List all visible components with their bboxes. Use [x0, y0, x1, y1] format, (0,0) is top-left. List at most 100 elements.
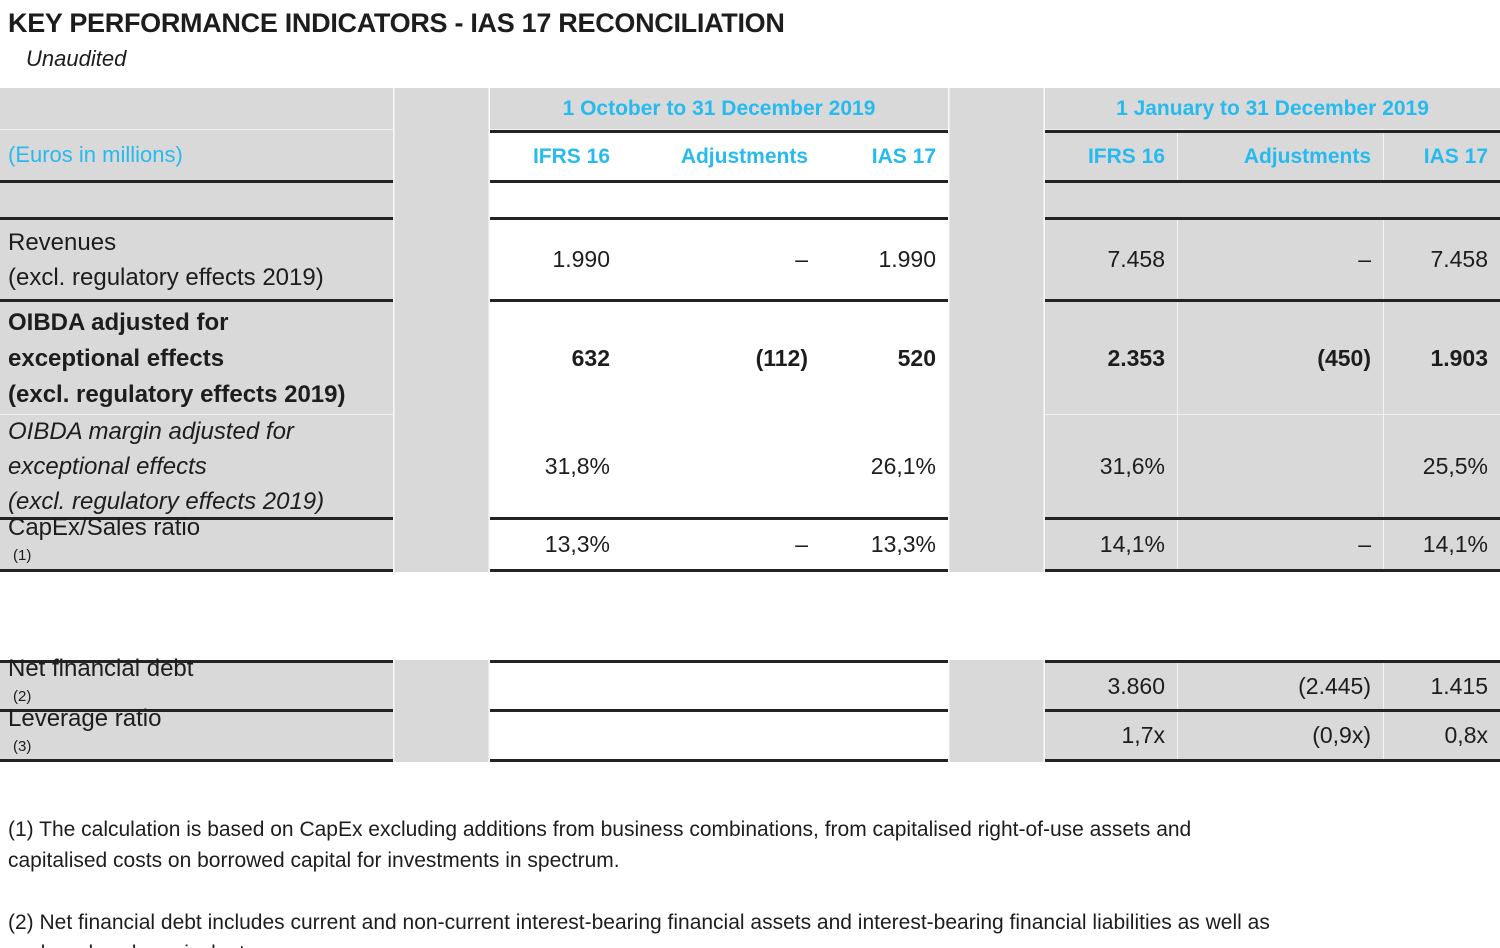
row-net-debt-q4	[490, 660, 948, 712]
col-header-ias17: IAS 17	[1383, 133, 1500, 180]
revenues-label-text: Revenues (excl. regulatory effects 2019)	[8, 228, 324, 291]
spacer-row	[948, 572, 1045, 660]
column-group-title-fy: 1 January to 31 December 2019	[1045, 88, 1500, 130]
cell-net-debt-fy-adjustments: (2.445)	[1177, 663, 1383, 709]
cell-oibda-q4-adjustments: (112)	[755, 345, 808, 371]
cell-net-debt-fy-ifrs16: 3.860	[1107, 672, 1165, 699]
row-leverage-q4	[490, 712, 948, 762]
cell-capex-q4-ifrs16: 13,3%	[544, 531, 610, 557]
row-label-net-financial-debt: Net financial debt (2)	[0, 655, 393, 712]
cell-leverage-fy-ias17: 0,8x	[1383, 712, 1500, 759]
gap-column	[948, 88, 1045, 130]
col-header-adjustments: Adjustments	[1177, 133, 1383, 180]
cell-revenues-q4-ias17: 1.990	[878, 246, 936, 272]
gap-column	[948, 520, 1045, 572]
cell-capex-fy-ias17: 14,1%	[1383, 520, 1500, 569]
gap-column	[948, 660, 1045, 712]
gap-column	[948, 302, 1045, 415]
row-leverage-fy: 1,7x (0,9x) 0,8x	[1045, 712, 1500, 762]
cell-leverage-q4-adjustments	[622, 712, 820, 759]
column-group-title-q4: 1 October to 31 December 2019	[490, 88, 948, 130]
cell-revenues-fy-adjustments: –	[1177, 220, 1383, 299]
subheader-fy: IFRS 16 Adjustments IAS 17	[1045, 130, 1500, 183]
footnote-1: (1) The calculation is based on CapEx ex…	[8, 818, 1192, 872]
page-subtitle: Unaudited	[26, 46, 127, 71]
leverage-label: Leverage ratio	[8, 704, 162, 732]
footnote-2: (2) Net financial debt includes current …	[8, 911, 1270, 948]
cell-net-debt-fy-ias17: 1.415	[1383, 663, 1500, 709]
cell-oibda-fy-adjustments: (450)	[1177, 302, 1383, 415]
gap-column	[393, 183, 490, 220]
gap-column	[948, 183, 1045, 220]
row-net-debt-fy: 3.860 (2.445) 1.415	[1045, 660, 1500, 712]
cell-net-debt-q4-ias17	[820, 663, 948, 709]
footnotes-block: (1) The calculation is based on CapEx ex…	[8, 783, 1490, 948]
cell-oibda-margin-fy-adjustments	[1177, 415, 1383, 517]
capex-footnote-ref: (1)	[13, 546, 32, 564]
spacer-row	[1045, 572, 1500, 660]
row-label-capex-sales: CapEx/Sales ratio (1)	[0, 514, 393, 572]
row-capex-fy: 14,1% – 14,1%	[1045, 520, 1500, 572]
row-label-oibda-adjusted: OIBDA adjusted for exceptional effects (…	[0, 302, 393, 415]
col-header-ifrs16: IFRS 16	[532, 144, 610, 168]
cell-oibda-margin-q4-adjustments	[622, 415, 820, 517]
spacer-row	[490, 572, 948, 660]
cell-net-debt-q4-adjustments	[622, 663, 820, 709]
gap-column	[393, 220, 490, 302]
cell-oibda-margin-q4-ifrs16: 31,8%	[544, 452, 610, 479]
row-oibda-adjusted-fy: 2.353 (450) 1.903	[1045, 302, 1500, 415]
capex-label: CapEx/Sales ratio	[8, 513, 201, 541]
cell-oibda-q4-ias17: 520	[897, 345, 936, 371]
cell-leverage-q4-ifrs16	[490, 712, 622, 759]
gap-column	[948, 130, 1045, 183]
oibda-margin-label-text: OIBDA margin adjusted for exceptional ef…	[8, 417, 325, 515]
cell-revenues-q4-ifrs16: 1.990	[552, 246, 610, 272]
cell-oibda-q4-ifrs16: 632	[571, 345, 610, 371]
cell-oibda-margin-fy-ifrs16: 31,6%	[1099, 452, 1165, 479]
cell-revenues-q4-adjustments: –	[795, 246, 808, 272]
cell-leverage-q4-ias17	[820, 712, 948, 759]
col-header-ias17: IAS 17	[871, 144, 936, 168]
cell-leverage-fy-adjustments: (0,9x)	[1177, 712, 1383, 759]
empty-row-fy	[1045, 183, 1500, 220]
net-debt-label-text: Net financial debt (2)	[0, 655, 393, 709]
gap-column	[393, 130, 490, 183]
row-label-oibda-margin: OIBDA margin adjusted for exceptional ef…	[0, 415, 393, 520]
row-revenues-fy: 7.458 – 7.458	[1045, 220, 1500, 302]
leverage-footnote-ref: (3)	[13, 737, 32, 755]
gap-column	[393, 302, 490, 415]
cell-oibda-fy-ifrs16: 2.353	[1107, 345, 1165, 371]
net-debt-label: Net financial debt	[8, 655, 194, 682]
cell-capex-fy-adjustments: –	[1177, 520, 1383, 569]
gap-column	[948, 712, 1045, 762]
leverage-label-text: Leverage ratio (3)	[0, 705, 393, 759]
col-header-ifrs16: IFRS 16	[1087, 144, 1165, 168]
subheader-q4: IFRS 16 Adjustments IAS 17	[490, 130, 948, 183]
kpi-reconciliation-table: 1 October to 31 December 2019 1 January …	[0, 88, 1500, 762]
cell-revenues-fy-ifrs16: 7.458	[1107, 246, 1165, 272]
cell-capex-q4-ias17: 13,3%	[870, 531, 936, 557]
cell-capex-q4-adjustments: –	[795, 531, 808, 557]
spacer-row	[393, 572, 490, 660]
gap-column	[393, 88, 490, 130]
row-label-leverage-ratio: Leverage ratio (3)	[0, 705, 393, 762]
row-revenues-q4: 1.990 – 1.990	[490, 220, 948, 302]
gap-column	[948, 220, 1045, 302]
gap-column	[393, 712, 490, 762]
cell-oibda-fy-ias17: 1.903	[1383, 302, 1500, 415]
row-capex-q4: 13,3% – 13,3%	[490, 520, 948, 572]
cell-revenues-fy-ias17: 7.458	[1383, 220, 1500, 299]
empty-row-q4	[490, 183, 948, 220]
corner-cell	[0, 88, 393, 130]
cell-leverage-fy-ifrs16: 1,7x	[1121, 722, 1165, 748]
cell-net-debt-q4-ifrs16	[490, 663, 622, 709]
cell-capex-fy-ifrs16: 14,1%	[1099, 531, 1165, 557]
col-header-adjustments: Adjustments	[680, 144, 808, 168]
row-oibda-margin-q4: 31,8% 26,1%	[490, 415, 948, 520]
gap-column	[393, 415, 490, 520]
row-oibda-adjusted-q4: 632 (112) 520	[490, 302, 948, 415]
row-label-revenues: Revenues (excl. regulatory effects 2019)	[0, 220, 393, 302]
empty-row-label	[0, 183, 393, 220]
row-oibda-margin-fy: 31,6% 25,5%	[1045, 415, 1500, 520]
